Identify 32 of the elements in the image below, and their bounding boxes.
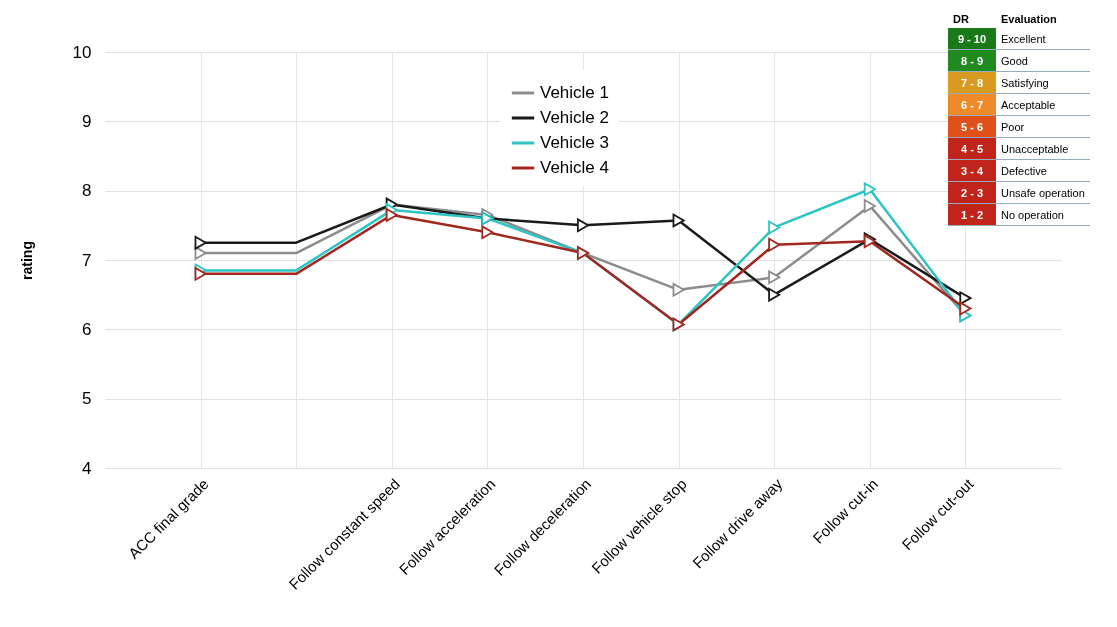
y-axis-title: rating (18, 241, 35, 280)
annotation: No operation (996, 203, 1090, 226)
text: 9 - 10 (948, 28, 996, 50)
legend-label: Vehicle 3 (540, 133, 609, 152)
annotation: 7 - 8 (948, 71, 996, 94)
annotation: 3 - 4 (948, 159, 996, 182)
annotation: Good (996, 49, 1090, 72)
annotation: 4 - 5 (948, 137, 996, 160)
y-tick-label: 4 (82, 458, 92, 478)
legend-label: Vehicle 2 (540, 108, 609, 127)
y-tick-label: 9 (82, 111, 92, 131)
annotation: Poor (996, 115, 1090, 138)
y-tick-label: 7 (82, 250, 92, 270)
legend-label: Vehicle 4 (540, 158, 609, 177)
y-tick-label: 8 (82, 181, 92, 201)
y-tick-label: 5 (82, 389, 92, 409)
y-tick-label: 6 (82, 319, 92, 339)
text: Excellent (996, 28, 1090, 50)
annotation: 1 - 2 (948, 203, 996, 226)
annotation: 6 - 7 (948, 93, 996, 116)
annotation: Acceptable (996, 93, 1090, 116)
annotation: Unacceptable (996, 137, 1090, 160)
y-tick-label: 10 (72, 42, 92, 62)
text: DR (952, 12, 970, 27)
annotation: Unsafe operation (996, 181, 1090, 204)
annotation: Defective (996, 159, 1090, 182)
annotation: 2 - 3 (948, 181, 996, 204)
annotation: 5 - 6 (948, 115, 996, 138)
annotation: 8 - 9 (948, 49, 996, 72)
text: Evaluation (1000, 12, 1058, 27)
annotation: Satisfying (996, 71, 1090, 94)
legend-label: Vehicle 1 (540, 83, 609, 102)
